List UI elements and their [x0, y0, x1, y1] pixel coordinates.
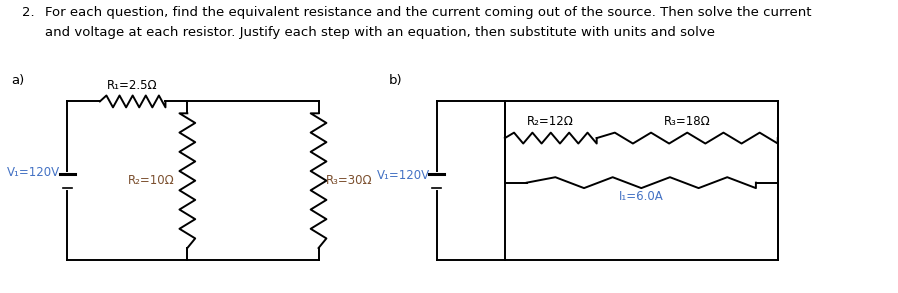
- Text: I₁=6.0A: I₁=6.0A: [619, 190, 664, 202]
- Text: R₃=30Ω: R₃=30Ω: [326, 174, 372, 187]
- Text: V₁=120V: V₁=120V: [376, 169, 429, 182]
- Text: V₁=120V: V₁=120V: [7, 166, 60, 179]
- Text: and voltage at each resistor. Justify each step with an equation, then substitut: and voltage at each resistor. Justify ea…: [45, 26, 715, 39]
- Text: R₃=18Ω: R₃=18Ω: [664, 115, 710, 128]
- Text: 2.: 2.: [22, 6, 35, 19]
- Text: For each question, find the equivalent resistance and the current coming out of : For each question, find the equivalent r…: [45, 6, 811, 19]
- Text: a): a): [12, 74, 25, 87]
- Text: R₁=2.5Ω: R₁=2.5Ω: [108, 79, 158, 91]
- Text: R₂=10Ω: R₂=10Ω: [128, 174, 175, 187]
- Text: R₂=12Ω: R₂=12Ω: [527, 115, 574, 128]
- Text: b): b): [389, 74, 402, 87]
